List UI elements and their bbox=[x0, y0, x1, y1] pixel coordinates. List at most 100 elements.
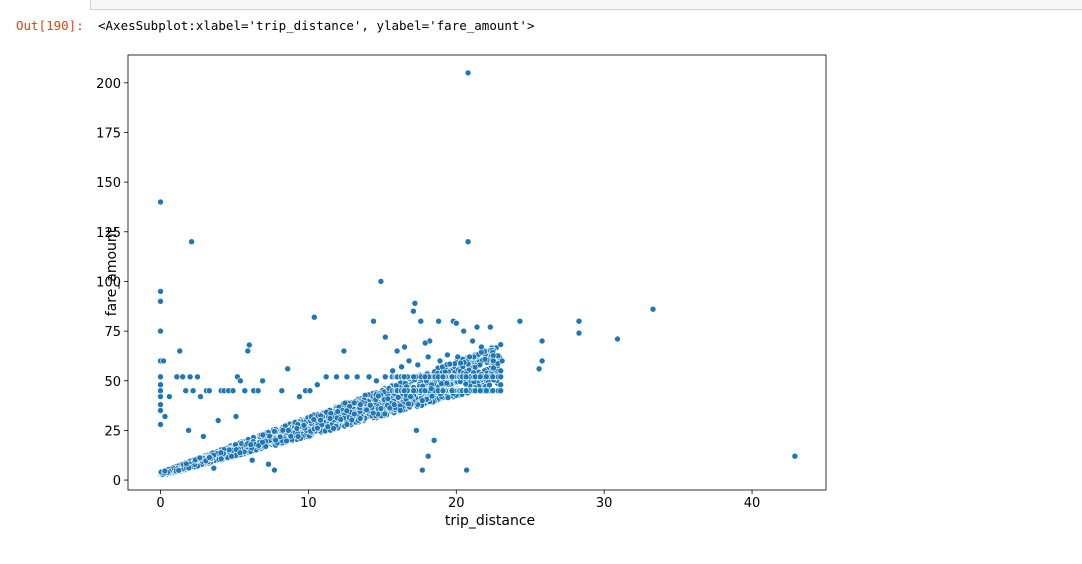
scatter-point bbox=[386, 404, 394, 412]
scatter-point bbox=[462, 380, 470, 388]
scatter-point bbox=[464, 69, 472, 77]
scatter-point bbox=[421, 387, 429, 395]
scatter-point bbox=[265, 460, 272, 468]
scatter-point bbox=[259, 438, 266, 446]
scatter-point bbox=[306, 387, 314, 395]
scatter-point bbox=[421, 339, 429, 347]
scatter-point bbox=[489, 373, 497, 381]
scatter-point bbox=[396, 406, 404, 414]
scatter-point bbox=[232, 413, 240, 420]
scatter-point bbox=[463, 466, 470, 474]
scatter-point bbox=[614, 335, 621, 343]
scatter-point bbox=[157, 393, 164, 400]
scatter-point bbox=[173, 373, 181, 381]
x-tick-label: 0 bbox=[156, 496, 164, 511]
y-tick-label: 0 bbox=[113, 474, 121, 489]
y-tick-label: 50 bbox=[104, 375, 121, 390]
scatter-point bbox=[272, 436, 279, 444]
scatter-point bbox=[185, 427, 192, 434]
scatter-point bbox=[314, 424, 321, 432]
scatter-point bbox=[462, 387, 470, 395]
y-tick-label: 175 bbox=[96, 126, 121, 141]
output-prompt: Out[190]: bbox=[16, 18, 84, 33]
scatter-point bbox=[424, 353, 432, 361]
scatter-point bbox=[228, 452, 235, 460]
scatter-point bbox=[413, 427, 420, 434]
scatter-point bbox=[284, 365, 292, 373]
scatter-point bbox=[182, 387, 189, 395]
scatter-point bbox=[407, 393, 414, 400]
scatter-point bbox=[457, 359, 465, 367]
scatter-point bbox=[266, 432, 273, 440]
scatter-point bbox=[377, 278, 385, 285]
scatter-point bbox=[236, 449, 244, 457]
scatter-point bbox=[374, 392, 382, 400]
scatter-point bbox=[206, 387, 213, 395]
scatter-point bbox=[486, 381, 493, 389]
scatter-point bbox=[370, 317, 377, 325]
scatter-point bbox=[366, 401, 374, 409]
scatter-point bbox=[400, 387, 408, 395]
scatter-point bbox=[443, 379, 451, 387]
scatter-point bbox=[341, 399, 349, 407]
scatter-point bbox=[418, 466, 426, 474]
scatter-point bbox=[405, 357, 413, 365]
scatter-point bbox=[337, 416, 345, 423]
scatter-point bbox=[157, 288, 164, 295]
scatter-point bbox=[373, 377, 380, 385]
scatter-point bbox=[241, 387, 249, 395]
scatter-point bbox=[357, 401, 364, 408]
scatter-point bbox=[497, 341, 505, 348]
scatter-point bbox=[369, 409, 377, 417]
scatter-point bbox=[390, 401, 398, 408]
scatter-point bbox=[334, 408, 342, 415]
scatter-point bbox=[405, 400, 412, 408]
scatter-point bbox=[183, 460, 190, 468]
scatter-point bbox=[497, 381, 505, 389]
scatter-point bbox=[473, 323, 481, 331]
x-ticks: 0 10 20 30 40 bbox=[156, 490, 760, 511]
scatter-point bbox=[462, 373, 470, 381]
scatter-point bbox=[414, 361, 422, 369]
scatter-point bbox=[176, 347, 184, 355]
scatter-point bbox=[330, 425, 337, 432]
scatter-point bbox=[157, 297, 164, 305]
scatter-point bbox=[489, 357, 497, 365]
scatter-point bbox=[439, 373, 447, 381]
scatter-point bbox=[189, 387, 197, 395]
scatter-point bbox=[254, 387, 262, 395]
scatter-point bbox=[175, 467, 182, 474]
scatter-point bbox=[377, 405, 385, 412]
scatter-point bbox=[157, 373, 164, 381]
scatter-point bbox=[186, 373, 194, 381]
scatter-point bbox=[348, 416, 356, 424]
scatter-point bbox=[157, 421, 164, 428]
scatter-point bbox=[498, 357, 506, 365]
scatter-point bbox=[497, 387, 505, 395]
x-tick-label: 20 bbox=[448, 496, 465, 511]
scatter-point bbox=[322, 373, 330, 381]
scatter-point bbox=[157, 381, 164, 389]
scatter-point bbox=[384, 395, 392, 403]
scatter-point bbox=[421, 373, 429, 381]
scatter-point bbox=[791, 452, 799, 460]
x-tick-label: 30 bbox=[596, 496, 613, 511]
scatter-point bbox=[476, 373, 484, 381]
scatter-point bbox=[427, 385, 435, 393]
scatter-point bbox=[293, 425, 301, 432]
previous-input-cell[interactable] bbox=[90, 0, 1082, 10]
scatter-point bbox=[410, 387, 418, 395]
scatter-point bbox=[333, 373, 340, 381]
scatter-point bbox=[214, 417, 222, 424]
scatter-point bbox=[446, 360, 454, 368]
scatter-point bbox=[300, 421, 308, 429]
scatter-point bbox=[516, 317, 524, 325]
scatter-point bbox=[424, 452, 432, 460]
scatter-point bbox=[538, 357, 546, 365]
scatter-point bbox=[398, 363, 405, 371]
scatter-point bbox=[217, 455, 225, 463]
scatter-point bbox=[157, 327, 164, 335]
scatter-point bbox=[276, 433, 284, 441]
scatter-point bbox=[482, 387, 490, 395]
